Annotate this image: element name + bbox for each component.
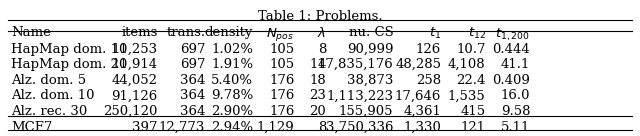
Text: 415: 415 [461, 105, 486, 118]
Text: 9.58: 9.58 [500, 105, 531, 118]
Text: 5.40%: 5.40% [211, 74, 253, 87]
Text: 176: 176 [269, 105, 294, 118]
Text: 1,330: 1,330 [403, 121, 441, 134]
Text: 364: 364 [180, 74, 205, 87]
Text: 105: 105 [269, 43, 294, 56]
Text: 23: 23 [310, 89, 326, 102]
Text: $\lambda$: $\lambda$ [317, 26, 326, 40]
Text: 91,126: 91,126 [111, 89, 157, 102]
Text: 1.02%: 1.02% [211, 43, 253, 56]
Text: 105: 105 [269, 58, 294, 71]
Text: 697: 697 [180, 58, 205, 71]
Text: 8: 8 [318, 121, 326, 134]
Text: 44,052: 44,052 [111, 74, 157, 87]
Text: 250,120: 250,120 [103, 105, 157, 118]
Text: $t_1$: $t_1$ [429, 26, 441, 41]
Text: 11,914: 11,914 [111, 58, 157, 71]
Text: 10.7: 10.7 [456, 43, 486, 56]
Text: 4,108: 4,108 [448, 58, 486, 71]
Text: 48,285: 48,285 [395, 58, 441, 71]
Text: 397: 397 [132, 121, 157, 134]
Text: 1.91%: 1.91% [211, 58, 253, 71]
Text: 697: 697 [180, 43, 205, 56]
Text: 364: 364 [180, 89, 205, 102]
Text: 364: 364 [180, 105, 205, 118]
Text: 126: 126 [416, 43, 441, 56]
Text: $t_{1,200}$: $t_{1,200}$ [495, 26, 531, 43]
Text: 12,773: 12,773 [159, 121, 205, 134]
Text: 0.409: 0.409 [492, 74, 531, 87]
Text: 22.4: 22.4 [456, 74, 486, 87]
Text: 155,905: 155,905 [339, 105, 394, 118]
Text: 1,535: 1,535 [448, 89, 486, 102]
Text: 121: 121 [461, 121, 486, 134]
Text: 176: 176 [269, 89, 294, 102]
Text: 47,835,176: 47,835,176 [317, 58, 394, 71]
Text: Alz. rec. 30: Alz. rec. 30 [11, 105, 87, 118]
Text: Table 1: Problems.: Table 1: Problems. [258, 10, 382, 23]
Text: Alz. dom. 5: Alz. dom. 5 [11, 74, 86, 87]
Text: 17,646: 17,646 [395, 89, 441, 102]
Text: 2.94%: 2.94% [211, 121, 253, 134]
Text: Alz. dom. 10: Alz. dom. 10 [11, 89, 95, 102]
Text: 176: 176 [269, 74, 294, 87]
Text: 1,129: 1,129 [257, 121, 294, 134]
Text: MCF7: MCF7 [11, 121, 52, 134]
Text: 20: 20 [310, 105, 326, 118]
Text: 3,750,336: 3,750,336 [326, 121, 394, 134]
Text: 38,873: 38,873 [347, 74, 394, 87]
Text: items: items [121, 26, 157, 39]
Text: 0.444: 0.444 [493, 43, 531, 56]
Text: 90,999: 90,999 [347, 43, 394, 56]
Text: 5.11: 5.11 [501, 121, 531, 134]
Text: 258: 258 [416, 74, 441, 87]
Text: HapMap dom. 10: HapMap dom. 10 [11, 43, 127, 56]
Text: 16.0: 16.0 [500, 89, 531, 102]
Text: 18: 18 [310, 74, 326, 87]
Text: 11,253: 11,253 [111, 43, 157, 56]
Text: HapMap dom. 20: HapMap dom. 20 [11, 58, 127, 71]
Text: trans.: trans. [166, 26, 205, 39]
Text: $N_{pos}$: $N_{pos}$ [266, 26, 294, 43]
Text: Name: Name [11, 26, 51, 39]
Text: $t_{12}$: $t_{12}$ [468, 26, 486, 41]
Text: 2.90%: 2.90% [211, 105, 253, 118]
Text: nu. CS: nu. CS [349, 26, 394, 39]
Text: 4,361: 4,361 [403, 105, 441, 118]
Text: 9.78%: 9.78% [211, 89, 253, 102]
Text: density: density [205, 26, 253, 39]
Text: 41.1: 41.1 [501, 58, 531, 71]
Text: 1,113,223: 1,113,223 [326, 89, 394, 102]
Text: 8: 8 [318, 43, 326, 56]
Text: 11: 11 [310, 58, 326, 71]
